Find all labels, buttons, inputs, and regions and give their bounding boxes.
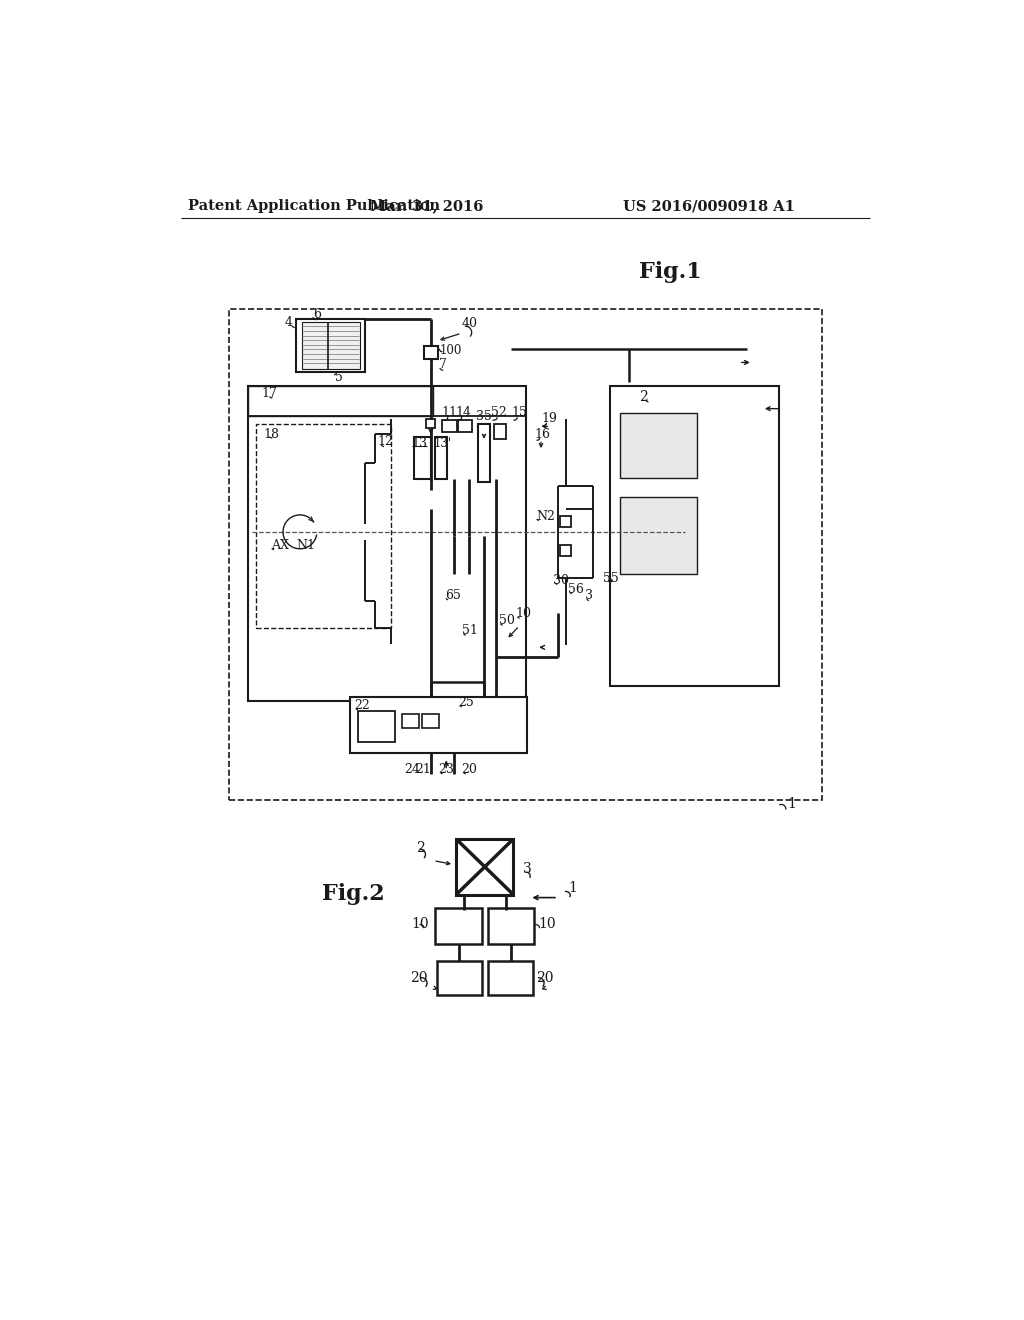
Bar [437,961,481,995]
Bar [487,961,532,995]
Text: Mar. 31, 2016: Mar. 31, 2016 [371,199,483,213]
Text: N1: N1 [296,539,315,552]
Bar [358,711,395,742]
Text: 7: 7 [439,358,447,371]
Bar [414,437,431,479]
Text: 20: 20 [462,763,477,776]
Text: 21: 21 [416,763,431,776]
Bar [458,420,472,432]
Bar [249,385,433,416]
Text: 13: 13 [412,437,428,450]
Bar [609,385,779,686]
Text: 10: 10 [538,917,555,931]
Text: 19: 19 [541,412,557,425]
Bar [487,908,535,944]
Text: Fig.2: Fig.2 [322,883,384,904]
Bar [422,714,438,729]
Bar [441,420,457,432]
Bar [478,424,490,482]
Text: 51: 51 [462,624,477,638]
Bar [249,385,525,701]
Text: 12: 12 [377,436,393,449]
Bar [620,412,696,478]
Text: 40: 40 [462,317,477,330]
Bar [426,418,435,428]
Bar [457,840,513,895]
Text: AX: AX [271,539,290,552]
Text: 100: 100 [439,343,462,356]
Text: US 2016/0090918 A1: US 2016/0090918 A1 [624,199,796,213]
Bar [424,346,438,359]
Text: 24: 24 [404,763,421,776]
Text: Patent Application Publication: Patent Application Publication [188,199,440,213]
Text: 15: 15 [511,407,526,418]
Text: 3: 3 [585,589,593,602]
Text: 20: 20 [537,970,554,985]
Text: 35: 35 [476,409,493,422]
Text: 13': 13' [433,437,452,450]
Bar [301,322,360,368]
Text: 2: 2 [416,841,425,855]
Text: 17: 17 [261,387,278,400]
Bar [435,437,447,479]
Text: 56: 56 [568,583,584,597]
Text: 5: 5 [335,371,342,384]
Text: 22: 22 [354,698,370,711]
Text: 23: 23 [438,763,455,776]
Text: 25: 25 [458,696,473,709]
Text: 2: 2 [639,391,647,404]
Bar [229,309,822,800]
Text: 3: 3 [523,862,532,876]
Text: 50: 50 [500,614,515,627]
Bar [296,318,366,372]
Bar [560,516,571,527]
Bar [435,908,481,944]
Text: 1: 1 [787,797,797,812]
Bar [494,424,506,440]
Text: 10: 10 [411,917,428,931]
Text: 14: 14 [456,407,471,418]
Bar [620,498,696,574]
Text: 11: 11 [441,407,458,418]
Text: 16: 16 [535,428,550,441]
Text: 4: 4 [285,315,293,329]
Bar [350,697,527,752]
Text: 52: 52 [490,407,507,418]
Text: 1: 1 [568,882,577,895]
Text: N2: N2 [537,510,555,523]
Text: 65: 65 [444,589,461,602]
Bar [560,545,571,556]
Text: Fig.1: Fig.1 [639,261,701,284]
Bar [402,714,419,729]
Text: 10: 10 [515,607,531,620]
Bar [256,424,391,628]
Text: 18: 18 [264,428,280,441]
Text: 30: 30 [553,574,569,587]
Text: 20: 20 [410,970,428,985]
Text: 6: 6 [313,308,322,321]
Text: 55: 55 [602,572,618,585]
